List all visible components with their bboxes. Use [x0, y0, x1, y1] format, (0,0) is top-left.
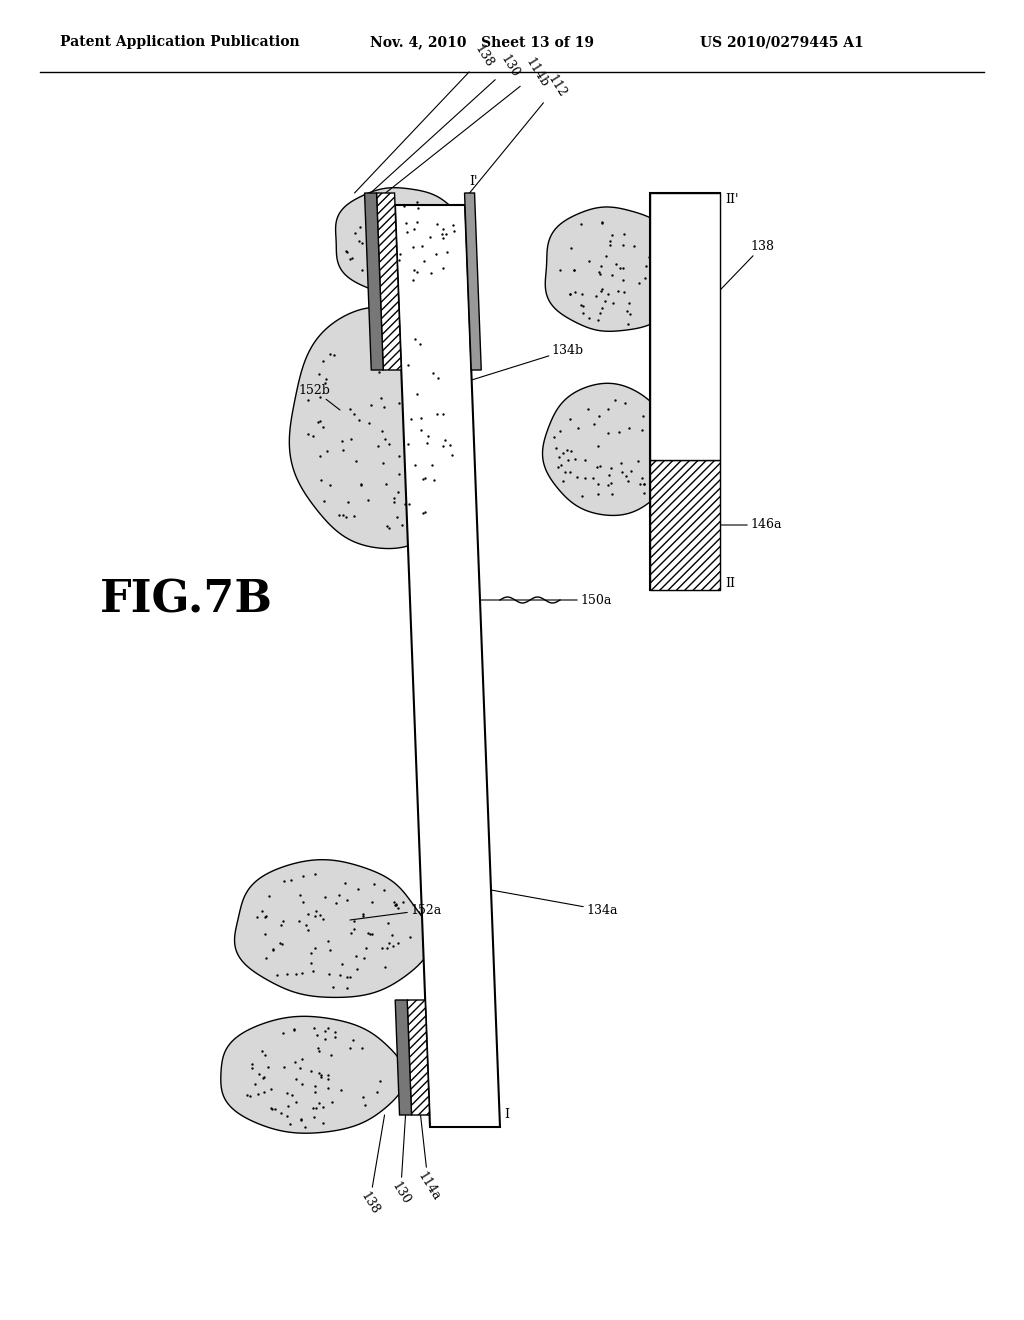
Polygon shape [545, 207, 693, 331]
Polygon shape [336, 187, 472, 293]
Text: 130: 130 [389, 1115, 413, 1208]
Polygon shape [465, 193, 481, 370]
Polygon shape [221, 1016, 406, 1133]
Text: Patent Application Publication: Patent Application Publication [60, 36, 300, 49]
Text: 152b: 152b [298, 384, 340, 411]
Text: US 2010/0279445 A1: US 2010/0279445 A1 [700, 36, 864, 49]
Text: 138: 138 [685, 240, 774, 326]
Polygon shape [234, 859, 431, 998]
Bar [650, 193, 720, 590]
Text: II: II [725, 577, 735, 590]
Text: 114a: 114a [415, 1115, 442, 1204]
Text: 150a: 150a [480, 594, 611, 606]
Polygon shape [290, 308, 472, 549]
Text: 114b: 114b [386, 55, 551, 193]
Polygon shape [543, 383, 672, 515]
Text: 112: 112 [470, 73, 568, 193]
Text: 134b: 134b [472, 343, 584, 380]
Text: 138: 138 [354, 42, 496, 193]
Text: Nov. 4, 2010   Sheet 13 of 19: Nov. 4, 2010 Sheet 13 of 19 [370, 36, 594, 49]
Text: FIG.7B: FIG.7B [100, 578, 273, 622]
Bar [650, 193, 720, 459]
Text: 138: 138 [357, 1115, 385, 1217]
Polygon shape [365, 193, 383, 370]
Text: 146a: 146a [720, 519, 781, 532]
Polygon shape [395, 205, 500, 1127]
Text: 152a: 152a [350, 903, 441, 920]
Polygon shape [377, 193, 401, 370]
Text: I': I' [470, 176, 478, 187]
Polygon shape [395, 1001, 412, 1115]
Polygon shape [408, 1001, 429, 1115]
Text: II': II' [725, 193, 738, 206]
Bar [650, 459, 720, 590]
Text: 130: 130 [371, 53, 522, 193]
Text: 134a: 134a [490, 890, 617, 916]
Text: I: I [505, 1109, 510, 1122]
